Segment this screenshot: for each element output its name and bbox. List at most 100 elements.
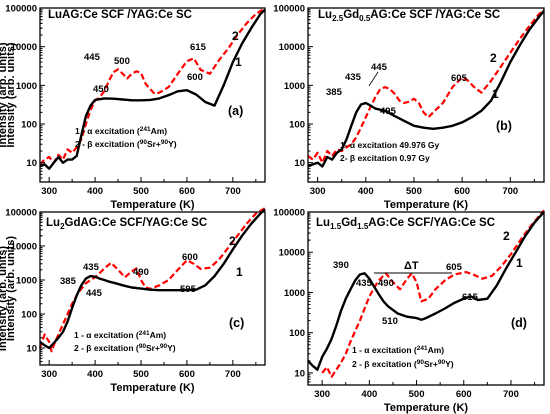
- legend-line-1: 1 - α excitation (241Am): [75, 126, 167, 136]
- curve-label-2: 2: [232, 29, 239, 43]
- peak-label-500: 500: [114, 56, 130, 67]
- legend-line-1: 1 - α excitation (241Am): [74, 330, 166, 340]
- y-tick-label: 1000: [284, 288, 305, 299]
- peak-label-385: 385: [326, 87, 343, 98]
- y-tick-label: 100000: [273, 208, 305, 219]
- x-tick-label: 400: [361, 389, 377, 400]
- y-tick-label: 1000: [16, 276, 37, 287]
- y-tick-label: 10000: [11, 42, 37, 53]
- y-tick-label: 10000: [279, 248, 305, 259]
- curve-label-1: 1: [516, 256, 523, 270]
- plot-frame: [39, 211, 266, 366]
- x-tick-label: 600: [454, 186, 470, 197]
- x-axis-label: Temperature (K): [384, 402, 468, 414]
- legend-line-1: 1 - α excitation (241Am): [352, 345, 444, 355]
- peak-label-490: 490: [133, 267, 149, 278]
- y-axis-label: Intensity (arb. units): [5, 42, 17, 147]
- y-axis-label: Intensity (arb. units): [0, 42, 9, 147]
- curve-1-alpha: [307, 9, 545, 168]
- x-tick-label: 500: [406, 186, 422, 197]
- x-axis-label: Temperature (K): [384, 199, 468, 211]
- legend-line-2: 2 - β excitation (90Sr+90Y): [352, 359, 454, 369]
- peak-label-600: 600: [182, 252, 198, 263]
- x-tick-label: 700: [225, 186, 241, 197]
- legend-line-2: 2- β excitation 0.97 Gy: [340, 153, 430, 163]
- curve-label-1: 1: [235, 55, 242, 69]
- panel-letter-d: (d): [511, 316, 527, 330]
- peak-label-445: 445: [371, 62, 388, 73]
- plot-frame: [39, 7, 266, 183]
- peak-label-490: 490: [378, 278, 394, 289]
- peak-label-385: 385: [60, 276, 77, 287]
- x-tick-label: 500: [409, 389, 425, 400]
- legend-line-1: 1- α excitation 49.976 Gy: [340, 140, 440, 150]
- curve-2-beta: [39, 7, 266, 166]
- y-tick-label: 100000: [5, 4, 37, 15]
- x-tick-label: 700: [225, 369, 241, 380]
- panel-a-title: LuAG:Ce SCF /YAG:Ce SC: [48, 9, 192, 21]
- peak-label-450: 450: [93, 84, 109, 95]
- x-tick-label: 400: [87, 369, 103, 380]
- panel-d: Lu1.5Gd1.5AG:Ce SCF/YAG:Ce SC 390 435 49…: [0, 208, 545, 414]
- curve-1-alpha: [307, 211, 545, 371]
- curve-1-alpha: [39, 8, 266, 170]
- panel-letter-a: (a): [228, 104, 243, 118]
- x-tick-label: 600: [179, 369, 195, 380]
- y-tick-label: 10000: [11, 242, 37, 253]
- x-axis-label: Temperature (K): [110, 199, 194, 211]
- y-tick-label: 100: [21, 120, 37, 131]
- curve-1-alpha: [39, 208, 266, 350]
- panel-c-title: Lu2GdAG:Ce SCF/YAG:Ce SC: [46, 217, 207, 231]
- plot-frame: [307, 7, 545, 183]
- y-tick-label: 10: [26, 158, 37, 169]
- panel-b-title: Lu2.5Gd0.5AG:Ce SCF /YAG:Ce SC: [318, 9, 500, 23]
- x-tick-label: 700: [503, 389, 519, 400]
- curve-label-1: 1: [492, 87, 499, 101]
- y-tick-label: 10: [294, 158, 305, 169]
- peak-label-615: 615: [462, 292, 479, 303]
- y-tick-label: 100: [21, 310, 37, 321]
- y-tick-label: 10: [26, 344, 37, 355]
- peak-label-445: 445: [86, 288, 103, 299]
- x-tick-label: 300: [310, 186, 326, 197]
- y-tick-label: 100: [289, 120, 305, 131]
- x-tick-label: 400: [358, 186, 374, 197]
- y-tick-label: 1000: [16, 81, 37, 92]
- x-tick-label: 500: [133, 369, 149, 380]
- y-tick-label: 100: [289, 328, 305, 339]
- curve-label-2: 2: [503, 229, 510, 243]
- panel-a: LuAG:Ce SCF /YAG:Ce SC 445 500 615 450 6…: [5, 4, 266, 211]
- x-tick-label: 300: [41, 369, 57, 380]
- x-tick-label: 300: [41, 186, 57, 197]
- y-tick-label: 1000: [284, 81, 305, 92]
- curve-label-1: 1: [236, 265, 243, 279]
- y-tick-label: 100000: [273, 4, 305, 15]
- panel-c: Lu2GdAG:Ce SCF/YAG:Ce SC 385 435 445 490…: [5, 207, 266, 394]
- curve-2-beta: [321, 209, 545, 378]
- legend-line-2: 2 - β excitation (90Sr+90Y): [74, 343, 176, 353]
- panel-d-title: Lu1.5Gd1.5AG:Ce SCF/YAG:Ce SC: [316, 217, 495, 231]
- x-tick-label: 300: [314, 389, 330, 400]
- peak-label-510: 510: [382, 316, 398, 327]
- y-axis-label: Intensity (arb. units): [5, 236, 17, 341]
- curve-label-2: 2: [490, 51, 497, 65]
- panel-letter-c: (c): [229, 316, 244, 330]
- peak-label-445: 445: [84, 52, 101, 63]
- peak-label-615: 615: [190, 42, 207, 53]
- delta-t-label: ΔT: [404, 260, 419, 272]
- panel-b: Lu2.5Gd0.5AG:Ce SCF /YAG:Ce SC 385 435 4…: [0, 4, 545, 211]
- curve-label-2: 2: [229, 234, 236, 248]
- y-axis-label: Intensity (arb. units): [0, 246, 9, 351]
- y-tick-label: 10: [294, 368, 305, 379]
- x-tick-label: 500: [133, 186, 149, 197]
- legend-line-2: 2 - β excitation (90Sr+90Y): [75, 139, 177, 149]
- x-tick-label: 400: [87, 186, 103, 197]
- curve-2-beta: [38, 207, 266, 353]
- x-axis-label: Temperature (K): [110, 382, 194, 394]
- x-tick-label: 700: [502, 186, 518, 197]
- peak-label-435: 435: [356, 278, 373, 289]
- peak-label-605: 605: [446, 262, 463, 273]
- x-tick-label: 600: [456, 389, 472, 400]
- peak-label-390: 390: [333, 260, 349, 271]
